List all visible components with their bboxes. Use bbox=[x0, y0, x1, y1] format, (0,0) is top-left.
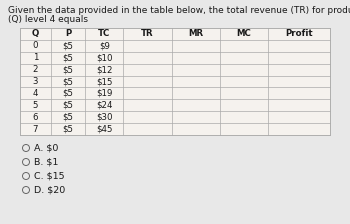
Text: $5: $5 bbox=[63, 41, 74, 50]
Text: Profit: Profit bbox=[285, 29, 313, 39]
Text: C. $15: C. $15 bbox=[34, 172, 64, 181]
Text: $19: $19 bbox=[96, 89, 113, 98]
Text: A. $0: A. $0 bbox=[34, 144, 58, 153]
Text: $5: $5 bbox=[63, 77, 74, 86]
Text: $5: $5 bbox=[63, 65, 74, 74]
Text: $30: $30 bbox=[96, 113, 113, 122]
Text: 5: 5 bbox=[33, 101, 38, 110]
Text: B. $1: B. $1 bbox=[34, 157, 58, 166]
Text: $5: $5 bbox=[63, 113, 74, 122]
Text: Given the data provided in the table below, the total revenue (TR) for productio: Given the data provided in the table bel… bbox=[8, 6, 350, 15]
Text: $24: $24 bbox=[96, 101, 113, 110]
Text: $5: $5 bbox=[63, 125, 74, 134]
Text: 1: 1 bbox=[33, 53, 38, 62]
Text: $45: $45 bbox=[96, 125, 113, 134]
Text: 4: 4 bbox=[33, 89, 38, 98]
Text: $12: $12 bbox=[96, 65, 113, 74]
Text: TC: TC bbox=[98, 29, 111, 39]
Bar bbox=[20, 28, 330, 135]
Text: MR: MR bbox=[188, 29, 203, 39]
Text: 7: 7 bbox=[33, 125, 38, 134]
Text: $5: $5 bbox=[63, 89, 74, 98]
Text: $10: $10 bbox=[96, 53, 113, 62]
Text: D. $20: D. $20 bbox=[34, 185, 65, 194]
Text: 6: 6 bbox=[33, 113, 38, 122]
Text: 2: 2 bbox=[33, 65, 38, 74]
Text: Q: Q bbox=[32, 29, 39, 39]
Text: TR: TR bbox=[141, 29, 154, 39]
Text: 3: 3 bbox=[33, 77, 38, 86]
Text: P: P bbox=[65, 29, 71, 39]
Text: 0: 0 bbox=[33, 41, 38, 50]
Text: $9: $9 bbox=[99, 41, 110, 50]
Text: $5: $5 bbox=[63, 101, 74, 110]
Text: (Q) level 4 equals: (Q) level 4 equals bbox=[8, 15, 88, 24]
Text: $5: $5 bbox=[63, 53, 74, 62]
Text: $15: $15 bbox=[96, 77, 113, 86]
Text: MC: MC bbox=[237, 29, 251, 39]
